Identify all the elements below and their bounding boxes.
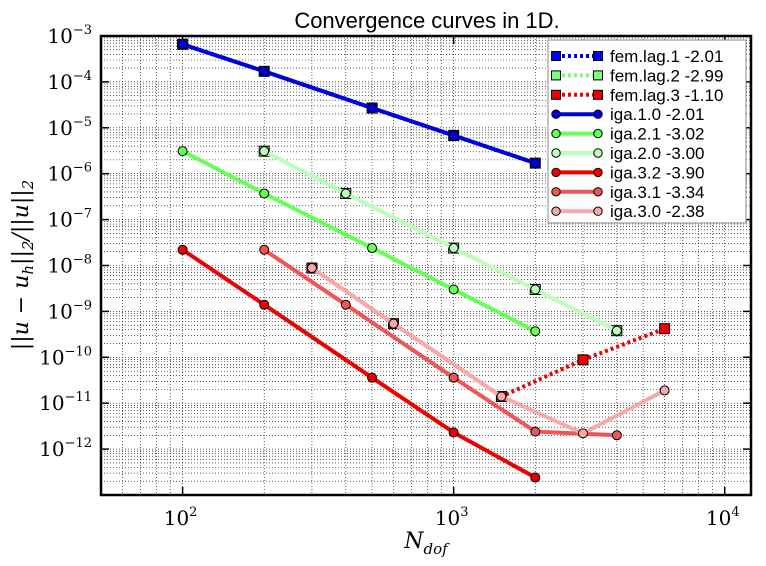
legend-label: iga.3.1 -3.34 xyxy=(610,183,705,202)
data-point xyxy=(530,284,541,295)
data-point xyxy=(340,188,351,199)
legend-marker xyxy=(551,206,561,216)
y-tick-label: 10−4 xyxy=(47,69,92,94)
series-line xyxy=(181,42,536,165)
y-axis-label: ||u − uh||2/||u||2 xyxy=(9,180,37,350)
data-point xyxy=(259,66,270,77)
data-point xyxy=(340,299,351,310)
x-tick-label: 103 xyxy=(435,505,469,530)
series-iga.3.2 xyxy=(177,244,541,483)
data-point xyxy=(611,430,622,441)
legend-marker xyxy=(593,109,603,119)
x-axis-label: Ndof xyxy=(403,529,450,558)
legend-marker xyxy=(551,148,561,158)
legend-label: iga.3.0 -2.38 xyxy=(610,202,705,221)
legend-marker xyxy=(593,128,603,139)
data-point xyxy=(367,103,378,114)
x-tick-label: 102 xyxy=(164,505,198,530)
data-point xyxy=(388,318,399,329)
series-iga.1.0 xyxy=(177,39,541,169)
ticks: 102 103 104 10−3 10−4 10−5 10−6 10−7 10−8 10−9 10−… xyxy=(39,23,751,530)
data-point xyxy=(611,325,622,336)
chart-title: Convergence curves in 1D. xyxy=(294,8,559,33)
legend-label: iga.2.0 -3.00 xyxy=(610,144,705,163)
data-point xyxy=(259,299,270,310)
legend-marker xyxy=(551,70,561,81)
legend-marker xyxy=(551,128,561,139)
data-point xyxy=(530,326,541,337)
legend-marker xyxy=(551,51,561,61)
data-point xyxy=(448,130,459,141)
legend-marker xyxy=(551,167,561,178)
data-point xyxy=(259,146,270,157)
data-point xyxy=(177,146,188,157)
legend-marker xyxy=(551,109,561,119)
legend-label: fem.lag.2 -2.99 xyxy=(610,66,723,85)
data-point xyxy=(367,372,378,383)
y-tick-label: 10−3 xyxy=(47,23,92,48)
legend-marker xyxy=(593,206,603,216)
data-point xyxy=(530,472,541,483)
series-layer xyxy=(177,38,671,483)
legend-marker xyxy=(593,70,603,81)
legend-marker xyxy=(551,89,561,100)
data-point xyxy=(259,188,270,199)
data-point xyxy=(448,243,459,254)
data-point xyxy=(530,426,541,437)
data-point xyxy=(496,391,507,402)
data-point xyxy=(448,427,459,438)
y-tick-label: 10−8 xyxy=(47,253,92,278)
y-tick-label: 10−6 xyxy=(47,161,92,186)
data-point xyxy=(367,243,378,254)
legend-marker xyxy=(593,51,603,61)
legend-label: fem.lag.3 -1.10 xyxy=(610,86,723,105)
data-point xyxy=(448,372,459,383)
series-iga.3.0 xyxy=(306,263,670,439)
legend-label: iga.2.1 -3.02 xyxy=(610,125,705,144)
y-tick-label: 10−9 xyxy=(47,298,92,323)
data-point xyxy=(177,244,188,255)
y-tick-label: 10−12 xyxy=(39,436,92,461)
legend-marker xyxy=(593,187,603,197)
legend-marker xyxy=(593,167,603,178)
data-point xyxy=(530,158,541,169)
x-tick-label: 104 xyxy=(706,505,740,530)
data-point xyxy=(306,263,317,274)
y-tick-label: 10−5 xyxy=(47,115,92,140)
y-tick-label: 10−11 xyxy=(39,390,92,415)
data-point xyxy=(577,428,588,439)
data-point xyxy=(659,385,670,396)
y-tick-label: 10−7 xyxy=(47,207,92,232)
legend-marker xyxy=(551,187,561,197)
data-point xyxy=(448,284,459,295)
series-iga.3.1 xyxy=(259,244,622,441)
legend-marker xyxy=(593,89,603,100)
legend-marker xyxy=(593,148,603,158)
data-point xyxy=(177,39,188,50)
data-point xyxy=(659,323,671,335)
legend-label: iga.3.2 -3.90 xyxy=(610,163,705,182)
y-tick-label: 10−10 xyxy=(39,344,92,369)
series-iga.2.0 xyxy=(259,146,622,336)
legend-label: fem.lag.1 -2.01 xyxy=(610,47,723,66)
legend-label: iga.1.0 -2.01 xyxy=(610,105,705,124)
data-point xyxy=(577,354,589,366)
series-iga.2.1 xyxy=(177,146,541,337)
data-point xyxy=(259,244,270,255)
